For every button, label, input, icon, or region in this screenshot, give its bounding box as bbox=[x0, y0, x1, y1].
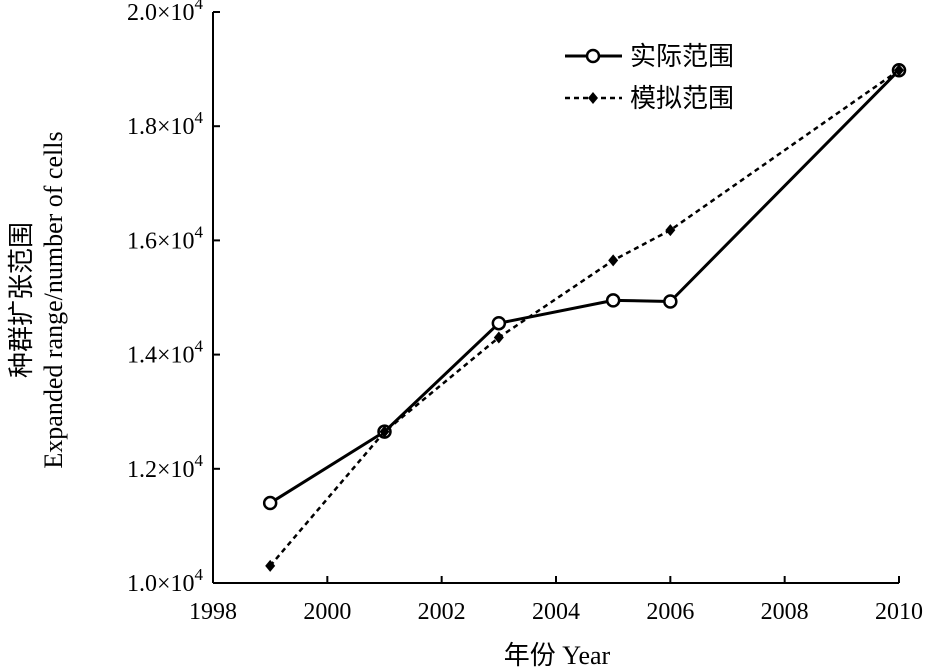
data-point-filled-diamond bbox=[894, 64, 904, 77]
y-tick-label: 1.4×104 bbox=[127, 337, 204, 369]
x-tick-label: 1998 bbox=[189, 599, 237, 625]
legend-marker-open-circle bbox=[585, 48, 601, 64]
tick-labels: 1998 2000 2002 2004 2006 2008 2010 1.0×104 1.2×1… bbox=[127, 0, 923, 625]
legend-item-1: 实际范围 bbox=[565, 42, 734, 71]
y-tick-label: 1.0×104 bbox=[127, 565, 204, 597]
data-point-open-circle bbox=[663, 294, 678, 309]
y-tick-label: 2.0×104 bbox=[127, 0, 204, 26]
series-line bbox=[269, 69, 901, 505]
data-point-open-circle bbox=[262, 495, 278, 511]
y-axis-title-en: Expanded range/number of cells bbox=[39, 131, 68, 468]
data-point-filled-diamond bbox=[608, 254, 619, 267]
x-axis-title: 年份 Year bbox=[504, 641, 611, 670]
x-tick-label: 2006 bbox=[646, 599, 694, 625]
y-axis-title-cn: 种群扩张范围 bbox=[7, 222, 36, 378]
x-tick-label: 2000 bbox=[303, 599, 351, 625]
series-2 bbox=[265, 64, 904, 572]
y-tick-label: 1.2×104 bbox=[127, 451, 204, 483]
legend-label: 实际范围 bbox=[630, 42, 734, 71]
data-point-filled-diamond bbox=[493, 331, 504, 344]
data-point-filled-diamond bbox=[665, 224, 676, 237]
data-point-open-circle bbox=[605, 293, 621, 308]
data-point-filled-diamond bbox=[379, 425, 390, 438]
y-axis-title: 种群扩张范围 Expanded range/number of cells bbox=[7, 131, 68, 468]
series-1 bbox=[262, 62, 907, 511]
x-tick-label: 2002 bbox=[418, 599, 466, 625]
data-point-open-circle bbox=[491, 315, 507, 331]
legend-marker-filled-diamond bbox=[588, 92, 598, 104]
series-line bbox=[269, 69, 900, 567]
legend-label: 模拟范围 bbox=[630, 84, 734, 113]
x-tick-label: 2008 bbox=[761, 599, 809, 625]
y-tick-label: 1.6×104 bbox=[127, 222, 204, 254]
axes bbox=[212, 11, 900, 584]
x-tick-label: 2010 bbox=[875, 599, 923, 625]
data-point-filled-diamond bbox=[265, 559, 276, 572]
legend-item-2: 模拟范围 bbox=[565, 84, 734, 113]
series-layer bbox=[262, 62, 907, 572]
y-tick-label: 1.8×104 bbox=[127, 108, 204, 140]
x-tick-label: 2004 bbox=[532, 599, 580, 625]
